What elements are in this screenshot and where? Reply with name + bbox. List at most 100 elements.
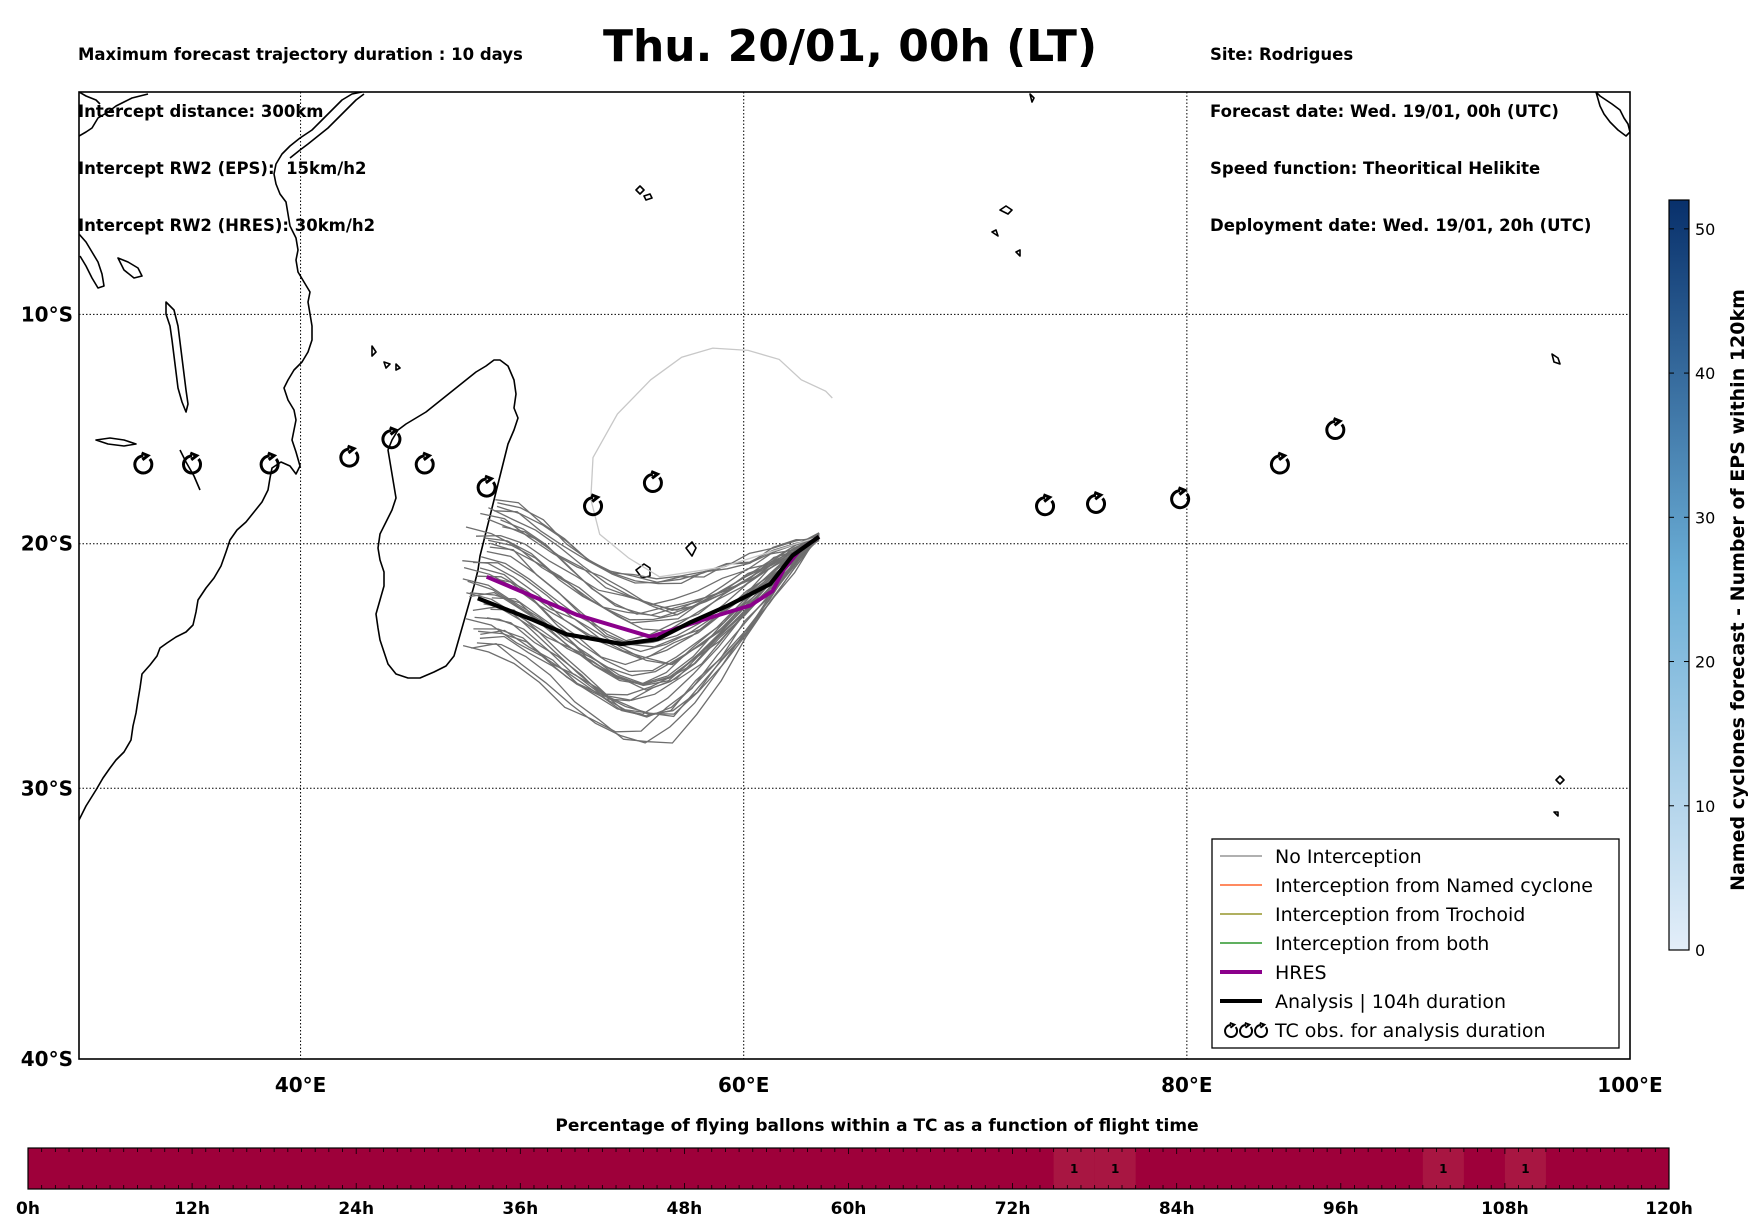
eps-trajectory <box>491 537 820 677</box>
eps-trajectory <box>465 532 820 715</box>
lake-malawi-coast <box>165 301 189 413</box>
colorbar: 0 10 20 30 40 50 <box>1668 199 1715 960</box>
deployment-date-text: Deployment date: Wed. 19/01, 20h (UTC) <box>1210 216 1592 235</box>
analysis-track <box>477 534 821 647</box>
legend: No Interception Interception from Named c… <box>1211 838 1620 1049</box>
eps-trajectory <box>486 535 820 646</box>
legend-label: No Interception <box>1275 846 1422 868</box>
timeline-ticks: 0h 12h 24h 36h 48h 60h 72h 84h 96h 108h 120h <box>16 1148 1693 1219</box>
tc-observation-icon <box>339 444 360 468</box>
zambezi-river <box>179 449 201 491</box>
latitude-label: 40°S <box>21 1047 73 1071</box>
intercept-distance-text: Intercept distance: 300km <box>78 102 324 121</box>
colorbar-tick-label: 0 <box>1695 941 1705 960</box>
maldives-islands <box>1029 93 1035 103</box>
cocos-islands <box>1551 353 1561 365</box>
graticule <box>79 92 1630 1059</box>
legend-item: No Interception <box>1220 846 1422 868</box>
chagos-islands <box>991 205 1021 257</box>
timeline-tick-label: 12h <box>174 1199 210 1219</box>
colorbar-tick-label: 50 <box>1695 220 1715 239</box>
longitude-label: 80°E <box>1161 1073 1213 1097</box>
latitude-label: 30°S <box>21 776 73 800</box>
timeline-tick-label: 96h <box>1323 1199 1359 1219</box>
eps-trajectory <box>479 537 820 718</box>
timeline-cell <box>1094 1149 1136 1188</box>
hres-track <box>485 535 821 639</box>
reunion-island <box>635 563 651 579</box>
tc-observation-icon <box>1325 417 1346 440</box>
timeline-cell-value: 1 <box>1521 1162 1529 1176</box>
timeline-cell-value: 1 <box>1111 1162 1119 1176</box>
map-title: Thu. 20/01, 00h (LT) <box>602 21 1098 72</box>
somali-peninsula-coast <box>289 93 365 159</box>
tc-legend-icon <box>1254 1021 1269 1038</box>
lake-small-coast <box>95 437 137 447</box>
site-information: Site: Rodrigues Forecast date: Wed. 19/0… <box>1210 7 1591 254</box>
latitude-label: 20°S <box>21 532 73 556</box>
tc-observation-icon <box>1086 491 1106 514</box>
timeline-tick-label: 120h <box>1645 1199 1693 1219</box>
legend-item: Analysis | 104h duration <box>1220 991 1506 1013</box>
eps-trajectory <box>469 539 820 685</box>
gulf-coast <box>79 92 101 105</box>
colorbar-tick-label: 10 <box>1695 797 1715 816</box>
site-text: Site: Rodrigues <box>1210 45 1354 64</box>
longitude-label: 100°E <box>1597 1073 1662 1097</box>
intercept-hres-text: Intercept RW2 (HRES): 30km/h2 <box>78 216 376 235</box>
red-sea-coast <box>79 93 149 137</box>
timeline-tick-label: 108h <box>1481 1199 1529 1219</box>
eps-trajectory <box>462 532 820 733</box>
forecast-date-text: Forecast date: Wed. 19/01, 00h (UTC) <box>1210 102 1559 121</box>
legend-item: HRES <box>1220 962 1327 984</box>
legend-label: Analysis | 104h duration <box>1275 991 1506 1013</box>
legend-label: TC obs. for analysis duration <box>1274 1020 1546 1042</box>
legend-item: TC obs. for analysis duration <box>1224 1020 1546 1042</box>
tc-observations <box>133 417 1346 517</box>
legend-label: HRES <box>1275 962 1327 984</box>
timeline-tick-label: 84h <box>1159 1199 1195 1219</box>
seychelles-islands <box>635 185 653 201</box>
tc-observation-icon <box>583 493 603 517</box>
mauritius-island <box>685 541 697 557</box>
madagascar-coastline <box>375 359 519 679</box>
eps-trajectory <box>478 534 820 716</box>
legend-item: Interception from Trochoid <box>1220 904 1525 926</box>
tc-observation-icon <box>414 451 435 475</box>
timeline-cell-value: 1 <box>1070 1162 1078 1176</box>
eps-trajectory <box>483 535 820 616</box>
tc-observation-icon <box>1170 486 1191 510</box>
tc-observation-icon <box>381 426 402 450</box>
timeline-cell-value: 1 <box>1439 1162 1447 1176</box>
kerguelen-islands <box>1553 775 1565 817</box>
legend-item: Interception from Named cyclone <box>1220 875 1593 897</box>
tc-legend-icon <box>1239 1021 1254 1038</box>
tc-legend-icon <box>1224 1021 1239 1038</box>
tc-observation-icon <box>133 451 154 475</box>
tc-observation-icon <box>182 451 202 475</box>
speed-function-text: Speed function: Theoritical Helikite <box>1210 159 1541 178</box>
timeline-cell <box>1422 1149 1464 1188</box>
longitude-labels: 40°E 60°E 80°E 100°E <box>275 1073 1663 1097</box>
intercept-eps-text: Intercept RW2 (EPS): 15km/h2 <box>78 159 367 178</box>
colorbar-scale <box>1668 199 1690 951</box>
timeline-tick-label: 24h <box>338 1199 374 1219</box>
colorbar-tick-label: 30 <box>1695 508 1715 527</box>
flight-time-timeline: 1 1 1 1 0h 12h 24h 36h 48h 60h 72h 84h 96h 108h 120h <box>16 1147 1693 1219</box>
colorbar-ticks: 0 10 20 30 40 50 <box>1669 220 1715 960</box>
africa-coastline <box>79 92 363 821</box>
tc-observation-icon <box>259 451 280 475</box>
lake-tanganyika-coast <box>79 233 105 289</box>
timeline-tick-label: 0h <box>16 1199 40 1219</box>
colorbar-tick-label: 40 <box>1695 364 1715 383</box>
legend-label: Interception from Trochoid <box>1275 904 1525 926</box>
timeline-cell <box>1053 1149 1095 1188</box>
longitude-label: 60°E <box>718 1073 770 1097</box>
legend-items: No Interception Interception from Named c… <box>1220 846 1593 1042</box>
tc-observation-icon <box>1270 451 1290 475</box>
comoros-islands <box>371 345 401 371</box>
timeline-tick-label: 72h <box>995 1199 1031 1219</box>
long-eps-trajectory <box>590 347 833 578</box>
coastlines <box>79 92 1630 821</box>
